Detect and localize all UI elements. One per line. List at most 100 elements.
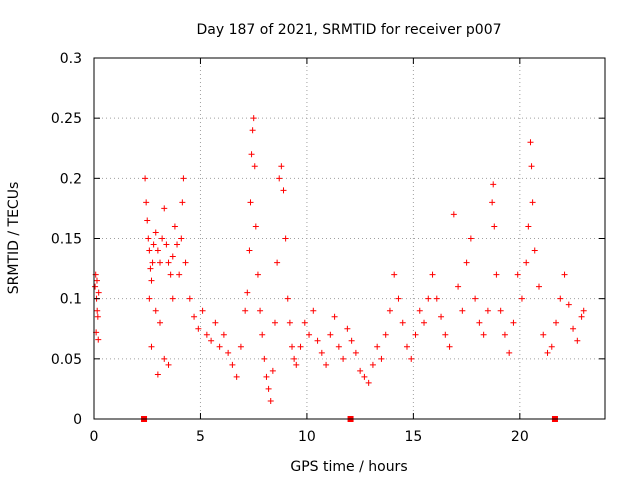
- data-point: [280, 187, 287, 194]
- data-point: [165, 361, 172, 368]
- data-point: [154, 247, 161, 254]
- data-point: [314, 337, 321, 344]
- data-point: [540, 331, 547, 338]
- data-point: [278, 163, 285, 170]
- data-point: [94, 307, 101, 314]
- data-point: [242, 307, 249, 314]
- data-point: [146, 247, 153, 254]
- data-point: [286, 319, 293, 326]
- data-point: [557, 295, 564, 302]
- data-point: [518, 295, 525, 302]
- data-point: [491, 223, 498, 230]
- data-point: [293, 361, 300, 368]
- data-point: [395, 295, 402, 302]
- y-axis-label: SRMTID / TECUs: [6, 182, 22, 295]
- data-point: [484, 307, 491, 314]
- data-point: [229, 361, 236, 368]
- data-point: [331, 313, 338, 320]
- data-point: [382, 331, 389, 338]
- data-point: [425, 295, 432, 302]
- data-point: [269, 367, 276, 374]
- data-point: [476, 319, 483, 326]
- data-point: [144, 217, 151, 224]
- data-point: [148, 277, 155, 284]
- data-point: [527, 139, 534, 146]
- data-point: [142, 175, 149, 182]
- data-point: [357, 367, 364, 374]
- data-point: [523, 259, 530, 266]
- data-point: [574, 337, 581, 344]
- data-point: [143, 199, 150, 206]
- data-point: [531, 247, 538, 254]
- data-point: [93, 277, 100, 284]
- data-point: [553, 319, 560, 326]
- data-point: [497, 307, 504, 314]
- data-point: [267, 397, 274, 404]
- data-point: [340, 355, 347, 362]
- data-point: [246, 247, 253, 254]
- data-point: [225, 349, 232, 356]
- data-point: [157, 319, 164, 326]
- data-point: [455, 283, 462, 290]
- data-point: [412, 331, 419, 338]
- data-point: [510, 319, 517, 326]
- data-point: [252, 223, 259, 230]
- data-point: [446, 343, 453, 350]
- data-point: [186, 295, 193, 302]
- data-point: [391, 271, 398, 278]
- data-point: [176, 271, 183, 278]
- data-point: [147, 265, 154, 272]
- data-point: [306, 331, 313, 338]
- data-point: [152, 307, 159, 314]
- data-point: [195, 325, 202, 332]
- chart-title: Day 187 of 2021, SRMTID for receiver p00…: [196, 22, 501, 38]
- data-point: [548, 343, 555, 350]
- data-point: [570, 325, 577, 332]
- data-point: [438, 313, 445, 320]
- data-point: [148, 343, 155, 350]
- data-point: [154, 371, 161, 378]
- data-point: [159, 235, 166, 242]
- grid-lines: [94, 58, 605, 419]
- data-point: [493, 271, 500, 278]
- data-point: [182, 259, 189, 266]
- data-point: [291, 355, 298, 362]
- y-tick-label: 0.15: [51, 232, 82, 248]
- data-point: [165, 259, 172, 266]
- data-point: [199, 307, 206, 314]
- data-point: [378, 355, 385, 362]
- y-tick-label: 0.05: [51, 352, 82, 368]
- data-point: [95, 289, 102, 296]
- data-point: [323, 361, 330, 368]
- data-point: [344, 325, 351, 332]
- data-point: [250, 115, 257, 122]
- data-point: [163, 241, 170, 248]
- y-tick-label: 0.3: [60, 51, 82, 67]
- data-point: [169, 295, 176, 302]
- data-point: [386, 307, 393, 314]
- data-point: [261, 355, 268, 362]
- data-point: [271, 319, 278, 326]
- data-point: [216, 343, 223, 350]
- data-point: [480, 331, 487, 338]
- data-point: [249, 127, 256, 134]
- x-tick-label: 5: [196, 429, 205, 445]
- data-point: [257, 307, 264, 314]
- data-point: [429, 271, 436, 278]
- data-point: [467, 235, 474, 242]
- data-point: [408, 355, 415, 362]
- data-point: [374, 343, 381, 350]
- data-point: [237, 343, 244, 350]
- data-point: [92, 283, 99, 290]
- data-point: [318, 349, 325, 356]
- data-point: [561, 271, 568, 278]
- data-point: [203, 331, 210, 338]
- x-tick-label: 10: [298, 429, 316, 445]
- data-point: [421, 319, 428, 326]
- data-point: [369, 361, 376, 368]
- axis-ticks: 0 5 10 15 20 0 0.05 0.1 0.15 0.2 0.25 0.3: [51, 51, 605, 445]
- data-point: [248, 151, 255, 158]
- data-point: [544, 349, 551, 356]
- data-point: [529, 199, 536, 206]
